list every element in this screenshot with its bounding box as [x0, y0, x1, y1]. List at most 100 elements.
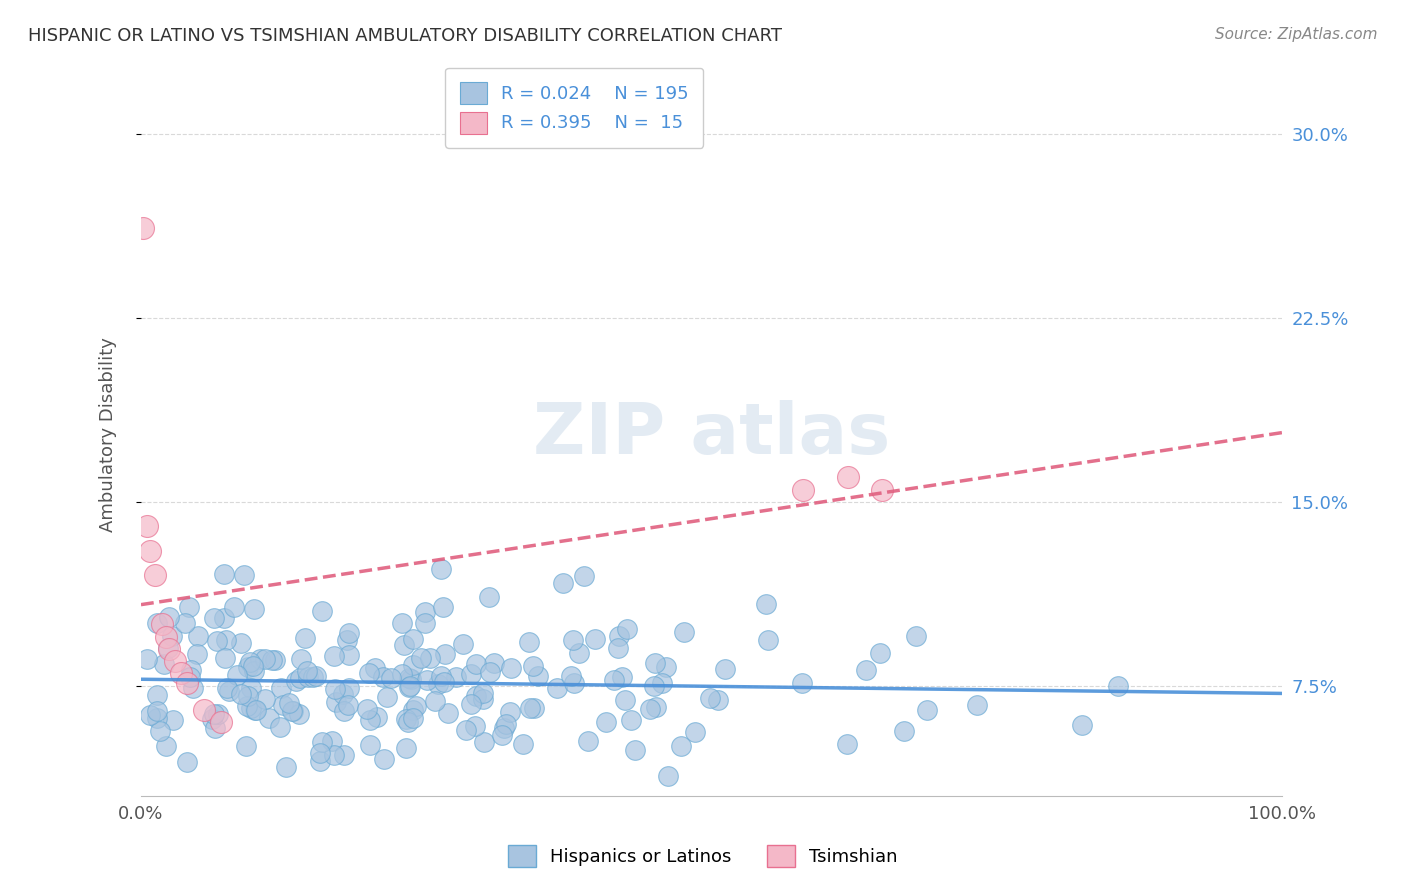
Point	[402, 711, 425, 725]
Point	[277, 696, 299, 710]
Point	[264, 653, 287, 667]
Point	[186, 647, 208, 661]
Point	[519, 701, 541, 715]
Point	[145, 688, 167, 702]
Point	[419, 650, 441, 665]
Point	[479, 665, 502, 680]
Point	[179, 670, 201, 684]
Point	[165, 654, 187, 668]
Point	[321, 734, 343, 748]
Point	[651, 676, 673, 690]
Point	[434, 647, 457, 661]
Point	[603, 673, 626, 688]
Point	[491, 728, 513, 742]
Legend: Hispanics or Latinos, Tsimshian: Hispanics or Latinos, Tsimshian	[502, 838, 904, 874]
Point	[364, 661, 387, 675]
Point	[242, 602, 264, 616]
Point	[855, 663, 877, 677]
Point	[714, 663, 737, 677]
Point	[243, 664, 266, 678]
Point	[644, 657, 666, 671]
Point	[323, 682, 346, 697]
Point	[325, 696, 347, 710]
Point	[173, 615, 195, 630]
Point	[235, 739, 257, 753]
Point	[215, 681, 238, 695]
Point	[429, 562, 451, 576]
Point	[149, 723, 172, 738]
Point	[146, 616, 169, 631]
Point	[444, 670, 467, 684]
Point	[139, 708, 162, 723]
Point	[792, 483, 814, 497]
Point	[560, 669, 582, 683]
Point	[162, 629, 184, 643]
Point	[683, 724, 706, 739]
Point	[527, 668, 550, 682]
Point	[337, 626, 360, 640]
Point	[872, 483, 894, 497]
Point	[1107, 679, 1129, 693]
Point	[398, 680, 420, 694]
Point	[482, 657, 505, 671]
Point	[522, 659, 544, 673]
Point	[1070, 718, 1092, 732]
Point	[472, 691, 495, 706]
Point	[155, 739, 177, 754]
Point	[254, 691, 277, 706]
Point	[356, 701, 378, 715]
Point	[837, 737, 859, 751]
Text: Source: ZipAtlas.com: Source: ZipAtlas.com	[1215, 27, 1378, 42]
Point	[170, 666, 193, 681]
Point	[281, 704, 304, 718]
Point	[792, 675, 814, 690]
Point	[269, 720, 291, 734]
Point	[638, 702, 661, 716]
Point	[159, 641, 181, 656]
Point	[201, 712, 224, 726]
Point	[309, 755, 332, 769]
Point	[302, 670, 325, 684]
Point	[238, 689, 260, 703]
Point	[402, 702, 425, 716]
Point	[427, 677, 450, 691]
Point	[495, 717, 517, 731]
Point	[517, 635, 540, 649]
Point	[402, 632, 425, 646]
Point	[606, 640, 628, 655]
Point	[311, 735, 333, 749]
Point	[755, 598, 778, 612]
Point	[399, 679, 422, 693]
Point	[561, 632, 583, 647]
Point	[655, 659, 678, 673]
Point	[176, 676, 198, 690]
Point	[281, 704, 304, 718]
Point	[288, 671, 311, 685]
Point	[371, 671, 394, 685]
Point	[423, 694, 446, 708]
Point	[395, 740, 418, 755]
Point	[498, 705, 520, 719]
Point	[215, 633, 238, 648]
Point	[464, 689, 486, 703]
Point	[644, 700, 666, 714]
Point	[837, 470, 859, 484]
Point	[472, 734, 495, 748]
Point	[337, 681, 360, 696]
Point	[643, 680, 665, 694]
Point	[616, 622, 638, 636]
Point	[568, 646, 591, 660]
Point	[181, 681, 204, 696]
Point	[391, 616, 413, 631]
Point	[150, 617, 173, 632]
Point	[453, 637, 475, 651]
Point	[157, 610, 180, 624]
Point	[756, 633, 779, 648]
Point	[415, 673, 437, 687]
Point	[294, 632, 316, 646]
Point	[139, 544, 162, 558]
Point	[595, 715, 617, 730]
Point	[260, 652, 283, 666]
Point	[308, 746, 330, 760]
Point	[523, 701, 546, 715]
